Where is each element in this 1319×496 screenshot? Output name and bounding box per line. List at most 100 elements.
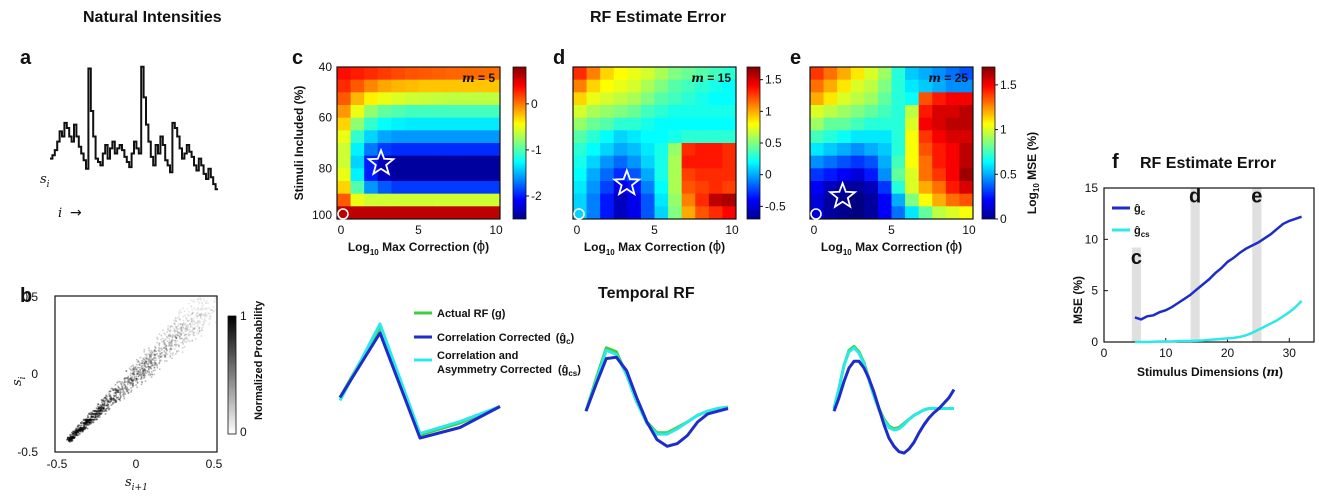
heatmap-cell (918, 79, 933, 93)
density-point (147, 358, 149, 360)
density-point (70, 438, 73, 441)
heatmap-cell (695, 168, 710, 182)
density-point (91, 412, 94, 415)
heatmap-cell (654, 92, 669, 106)
density-point (137, 371, 140, 373)
colorbar-tick-e: 0 (1000, 212, 1007, 226)
title-temporal-rf: Temporal RF (598, 285, 695, 302)
heatmap-cell (864, 181, 879, 195)
density-point (95, 415, 97, 417)
xtick-c: 5 (415, 223, 422, 237)
density-point (149, 373, 152, 375)
panel-b: 1 0 Normalized Probability 0.5 0 -0.5 -0… (10, 290, 265, 493)
density-point (91, 412, 93, 414)
heatmap-cell (823, 92, 838, 106)
density-point (161, 337, 164, 340)
density-point (145, 355, 148, 357)
heatmap-cell (877, 181, 892, 195)
density-point (150, 376, 153, 378)
density-point (159, 368, 161, 370)
heatmap-cell (350, 67, 365, 81)
density-point (154, 361, 156, 364)
density-point (158, 333, 161, 335)
density-point (140, 366, 142, 369)
panel-label-c: c (292, 47, 303, 69)
heatmap-cell (364, 143, 379, 157)
density-point (68, 438, 71, 440)
density-point (201, 329, 203, 331)
heatmap-cell (573, 67, 587, 81)
density-point (103, 400, 106, 402)
density-point (150, 361, 152, 363)
heatmap-cell (918, 181, 933, 195)
density-point (175, 326, 178, 328)
density-point (154, 354, 156, 357)
density-point (81, 424, 83, 427)
density-point (102, 407, 105, 409)
density-point (79, 427, 81, 430)
density-point (97, 414, 99, 417)
density-point (186, 313, 188, 316)
density-point (107, 400, 110, 403)
density-point (101, 410, 104, 412)
density-point (92, 413, 94, 415)
density-point (167, 345, 170, 347)
heatmap-cell (486, 143, 501, 157)
density-point (94, 412, 97, 415)
density-point (150, 362, 152, 365)
density-point (133, 368, 135, 370)
density-point (141, 367, 144, 369)
density-point (167, 329, 169, 331)
temporal-series-line (832, 359, 956, 455)
heatmap-cell (573, 79, 587, 93)
heatmap-cell (486, 181, 501, 195)
density-point (193, 307, 195, 309)
density-point (108, 395, 111, 397)
density-point (164, 356, 167, 358)
density-point (194, 308, 197, 311)
density-point (130, 377, 132, 379)
density-point (190, 318, 193, 320)
heatmap-cell (573, 92, 587, 106)
density-point (95, 412, 97, 415)
density-point (155, 363, 157, 365)
density-point (175, 337, 177, 340)
density-point (69, 435, 71, 437)
density-point (127, 381, 129, 383)
density-point (86, 421, 88, 423)
density-point (205, 314, 207, 317)
heatmap-cell (404, 117, 419, 131)
density-point (110, 397, 112, 400)
density-point (133, 377, 136, 379)
density-point (115, 401, 117, 403)
colorbar-e (981, 66, 996, 220)
density-point (209, 315, 212, 318)
heatmap-cell (959, 117, 974, 131)
density-point (100, 412, 103, 415)
density-point (122, 390, 125, 392)
density-point (161, 341, 163, 343)
density-point (146, 362, 148, 365)
heatmap-cell (708, 117, 723, 131)
density-point (149, 366, 151, 369)
heatmap-cell (627, 92, 642, 106)
density-point (152, 358, 154, 361)
density-point (132, 382, 134, 385)
density-point (202, 321, 205, 324)
density-point (118, 398, 121, 401)
heatmap-cell (850, 105, 865, 119)
density-point (85, 419, 88, 422)
density-point (90, 419, 92, 422)
density-point (83, 424, 85, 427)
density-point (127, 381, 130, 384)
density-point (94, 416, 97, 418)
heatmap-cell (877, 206, 892, 220)
density-point (83, 428, 85, 430)
density-point (175, 337, 178, 340)
density-point (109, 394, 112, 396)
density-point (189, 330, 191, 333)
heatmap-cell (377, 130, 392, 144)
density-point (124, 383, 126, 386)
density-point (70, 436, 72, 438)
density-point (184, 330, 187, 332)
